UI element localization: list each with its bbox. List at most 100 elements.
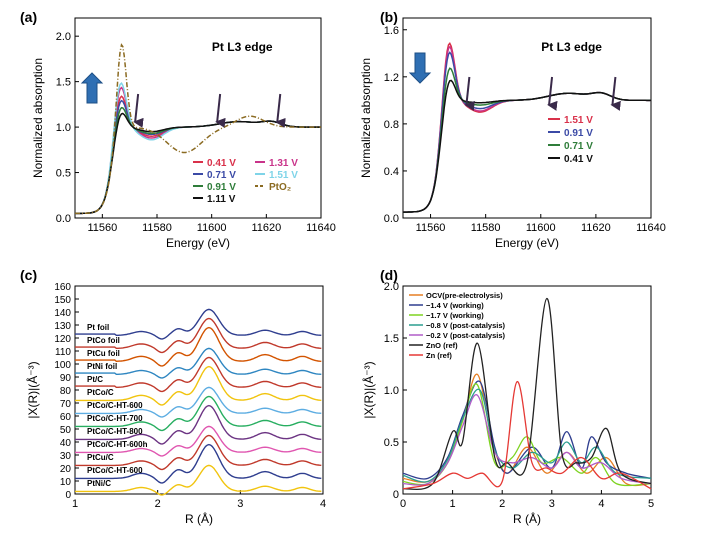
series-label: PtCo/C [87,388,114,397]
y-tick-label: 70 [60,399,72,410]
series-line [75,425,322,457]
y-tick-label: 100 [54,360,71,371]
y-tick-label: 160 [54,282,71,293]
series-label: PtCo/C-HT-600 [87,466,143,475]
y-tick-label: 50 [60,425,72,436]
y-axis-label: Normalized absorption [31,58,45,178]
series-label: Pt/C [87,375,103,384]
x-axis-label: Energy (eV) [166,236,230,250]
x-tick-label: 11620 [581,222,611,234]
chart-panel-c: 1 2 3 4010203040506070809010011012013014015… [25,282,326,526]
down-arrow-icon [547,76,558,111]
panel-label-b: (b) [380,9,398,25]
x-tick-label: 2 [499,498,505,510]
trend-up-arrow-icon [80,72,104,104]
y-tick-label: 0 [393,489,399,501]
legend-label: 0.41 V [564,154,593,165]
legend-label: 1.31 V [269,158,298,169]
legend-label: 0.71 V [207,170,236,181]
legend-label: −1.4 V (working) [426,301,484,310]
y-tick-label: 1.2 [384,72,399,84]
x-tick-label: 3 [237,498,243,510]
series-label: PtCo/C-HT-600h [87,440,148,449]
x-axis-label: R (Å) [185,511,213,526]
y-tick-label: 0.5 [56,168,71,180]
y-tick-label: 80 [60,386,72,397]
panel-label-c: (c) [20,267,37,283]
series-line [75,464,322,496]
x-tick-label: 11600 [526,222,556,234]
y-tick-label: 2.0 [56,31,71,43]
chart-title: Pt L3 edge [212,40,273,54]
y-tick-label: 120 [54,334,71,345]
plot-frame [402,17,652,219]
series-label: PtNi foil [87,362,117,371]
y-tick-label: 0.5 [384,437,399,449]
legend-label: −0.8 V (post-catalysis) [426,321,505,330]
legend-label: −1.7 V (working) [426,311,484,320]
series-label: PtCu foil [87,349,120,358]
x-tick-label: 11600 [197,222,227,234]
y-tick-label: 1.5 [56,77,71,89]
down-arrow-icon [133,93,144,128]
series-line [402,381,652,490]
series-line [75,356,322,393]
y-tick-label: 0.8 [384,119,399,131]
x-tick-label: 11580 [471,222,501,234]
y-tick-label: 1.6 [384,25,399,37]
x-tick-label: 4 [320,498,326,510]
down-arrow-icon [464,76,475,111]
y-tick-label: 10 [60,477,72,488]
x-tick-label: 3 [549,498,555,510]
y-tick-label: 1.5 [384,333,399,345]
series-line [75,395,322,432]
legend-label: Zn (ref) [426,351,452,360]
series-label: PtCu/C [87,453,114,462]
series-line [402,380,652,480]
y-tick-label: 1.0 [384,385,399,397]
x-tick-label: 11620 [251,222,281,234]
plot-frame [74,17,322,219]
y-tick-label: 130 [54,321,71,332]
series-line [75,347,322,379]
legend-label: 1.51 V [269,170,298,181]
panel-label-d: (d) [380,267,398,283]
series-line [75,365,322,406]
chart-panel-d: 0 1 2 3 4 5 0 0.5 1.0 1.5 2.0 R (Å) |X(R)|(Å⁻³) OCV(p… [361,281,654,526]
legend-label: 0.91 V [564,128,593,139]
series-line [403,79,651,213]
x-tick-label: 4 [598,498,604,510]
series-line [75,386,322,418]
series-label: PtCo/C-HT-600 [87,401,143,410]
y-tick-label: 30 [60,451,72,462]
trend-down-arrow-icon [408,52,432,84]
y-tick-label: 0 [65,490,71,501]
x-tick-label: 11560 [87,222,117,234]
x-tick-label: 1 [72,498,78,510]
down-arrow-icon [215,93,226,128]
x-tick-label: 5 [648,498,654,510]
y-tick-label: 140 [54,308,71,319]
y-axis-label: |X(R)|(Å⁻³) [361,361,376,418]
chart-panel-b: 11560 11580 11600 11620 11640 0.0 0.4 0.8 1.2 1.6… [359,17,666,250]
x-tick-label: 11560 [416,222,446,234]
legend-label: OCV(pre-electrolysis) [426,291,503,300]
y-axis-label: |X(R)|(Å⁻³) [25,361,40,418]
legend-label: 1.51 V [564,115,593,126]
series-line [402,394,652,486]
series-line [75,443,322,484]
x-axis-label: Energy (eV) [495,236,559,250]
x-tick-label: 2 [155,498,161,510]
y-tick-label: 2.0 [384,281,399,293]
x-axis-label: R (Å) [513,511,541,526]
legend-label: 0.71 V [564,141,593,152]
series-label: Pt foil [87,323,109,332]
x-tick-label: 11640 [306,222,336,234]
y-tick-label: 90 [60,373,72,384]
y-tick-label: 0.4 [384,166,399,178]
legend-label: 0.91 V [207,182,236,193]
legend-label: −0.2 V (post-catalysis) [426,331,505,340]
legend-label: PtO₂ [269,182,291,193]
series-label: PtNi/C [87,479,111,488]
